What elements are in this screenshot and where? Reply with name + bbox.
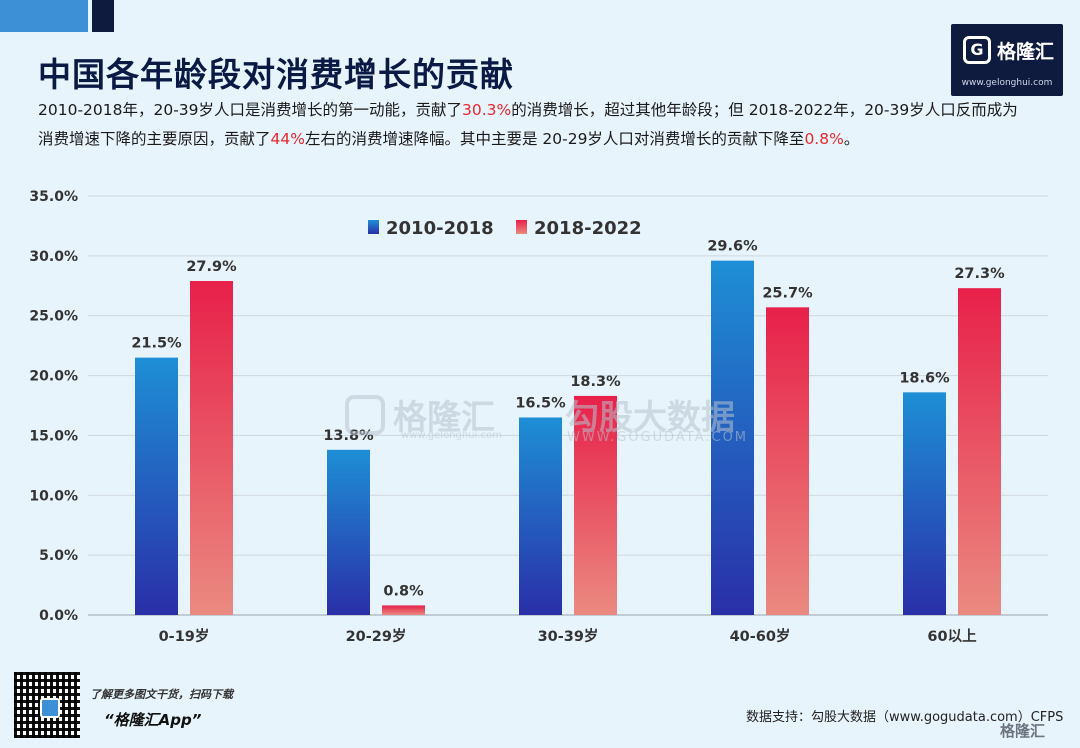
watermark: 格隆汇 www.gelonghui.com 勾股大数据 WWW.GOGUDATA…	[345, 390, 746, 445]
y-tick-label: 35.0%	[29, 189, 78, 205]
description-text-4: 。	[843, 130, 860, 148]
description-text-3: 左右的消费增速降幅。其中主要是 20-29岁人口对消费增长的贡献下降至	[304, 130, 805, 148]
x-tick-label: 40-60岁	[730, 627, 791, 645]
y-tick-label: 0.0%	[39, 608, 78, 624]
bar-series1-1	[135, 357, 178, 615]
brand-logo-name: 格隆汇	[997, 41, 1055, 63]
data-label: 18.3%	[570, 374, 621, 390]
header-accent-block	[92, 0, 114, 32]
watermark-brand-url: www.gelonghui.com	[401, 430, 502, 441]
highlight-1: 30.3%	[462, 101, 512, 119]
bar-chart: 0.0% 5.0% 10.0% 15.0% 20.0% 25.0% 30.0% 35.0% 21…	[29, 189, 1048, 645]
y-tick-label: 15.0%	[29, 428, 78, 444]
footer-logo: 格隆汇	[1000, 722, 1046, 740]
bar-series2-3	[574, 395, 617, 615]
bar-series2-2	[382, 605, 425, 615]
legend-label: 2018-2022	[534, 218, 642, 239]
brand-logo-url: www.gelonghui.com	[961, 78, 1053, 88]
qr-logo-icon	[40, 698, 60, 718]
bar-series2-5	[958, 288, 1001, 615]
qr-code	[14, 672, 80, 738]
brand-logo-icon: G	[963, 36, 991, 64]
y-tick-label: 20.0%	[29, 369, 78, 385]
watermark-partner: 勾股大数据	[565, 398, 735, 438]
data-label: 25.7%	[762, 285, 813, 301]
y-tick-label: 5.0%	[39, 548, 78, 564]
data-source: 数据支持：勾股大数据（www.gogudata.com）CFPS	[746, 710, 1064, 725]
x-tick-label: 20-29岁	[346, 627, 407, 645]
promo-app-name: “格隆汇App”	[104, 711, 202, 729]
bar-series2-1	[190, 280, 233, 615]
legend-swatch	[516, 220, 527, 234]
header-accent-bar	[0, 0, 88, 32]
legend-label: 2010-2018	[386, 218, 494, 239]
data-label: 0.8%	[383, 583, 424, 599]
data-label: 21.5%	[131, 336, 182, 352]
x-tick-label: 0-19岁	[159, 627, 210, 645]
bar-series1-2	[327, 449, 370, 615]
brand-logo: G 格隆汇 www.gelonghui.com	[951, 24, 1063, 96]
bar-series1-3	[519, 417, 562, 615]
x-tick-label: 30-39岁	[538, 627, 599, 645]
data-label: 27.9%	[186, 259, 237, 275]
watermark-brand: 格隆汇	[393, 398, 495, 438]
y-tick-label: 30.0%	[29, 249, 78, 265]
watermark-logo-icon	[345, 394, 385, 435]
data-label: 29.6%	[707, 239, 758, 255]
x-tick-label: 60以上	[927, 628, 977, 645]
y-tick-label: 25.0%	[29, 309, 78, 325]
watermark-partner-url: WWW.GOGUDATA.COM	[567, 430, 749, 445]
highlight-2: 44%	[270, 130, 305, 148]
description-text-2: 的消费增长，超过其他年龄段；但 2018-2022年，20-39岁人口反而成为消…	[38, 101, 1018, 148]
bar-series1-5	[903, 392, 946, 615]
bar-series1-4	[711, 260, 754, 615]
bar-series2-4	[766, 307, 809, 615]
legend-swatch	[368, 220, 379, 234]
highlight-3: 0.8%	[804, 130, 844, 148]
y-tick-label: 10.0%	[29, 488, 78, 504]
data-label: 18.6%	[899, 370, 950, 386]
description-text-1: 2010-2018年，20-39岁人口是消费增长的第一动能，贡献了	[38, 101, 463, 119]
data-label: 27.3%	[954, 266, 1005, 282]
promo-line: 了解更多图文干货，扫码下载	[90, 688, 233, 701]
data-label: 16.5%	[515, 395, 566, 411]
page-title: 中国各年龄段对消费增长的贡献	[38, 55, 514, 94]
description: 2010-2018年，20-39岁人口是消费增长的第一动能，贡献了30.3%的消…	[38, 96, 1028, 154]
